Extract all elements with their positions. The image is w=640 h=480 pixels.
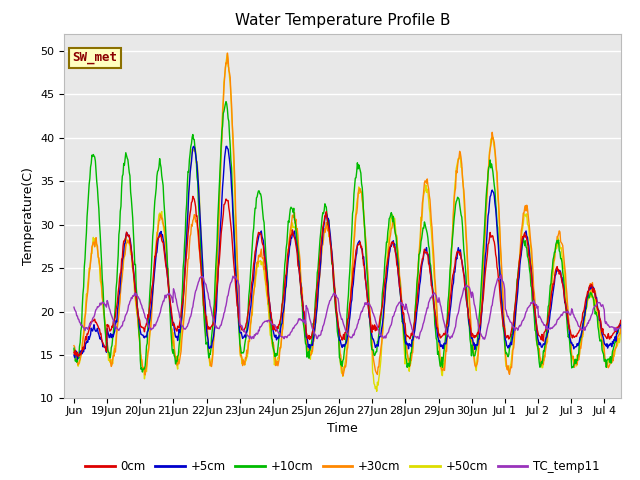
Text: SW_met: SW_met: [72, 51, 117, 64]
Legend: 0cm, +5cm, +10cm, +30cm, +50cm, TC_temp11: 0cm, +5cm, +10cm, +30cm, +50cm, TC_temp1…: [81, 456, 604, 478]
X-axis label: Time: Time: [327, 421, 358, 434]
Title: Water Temperature Profile B: Water Temperature Profile B: [235, 13, 450, 28]
Y-axis label: Temperature(C): Temperature(C): [22, 167, 35, 265]
